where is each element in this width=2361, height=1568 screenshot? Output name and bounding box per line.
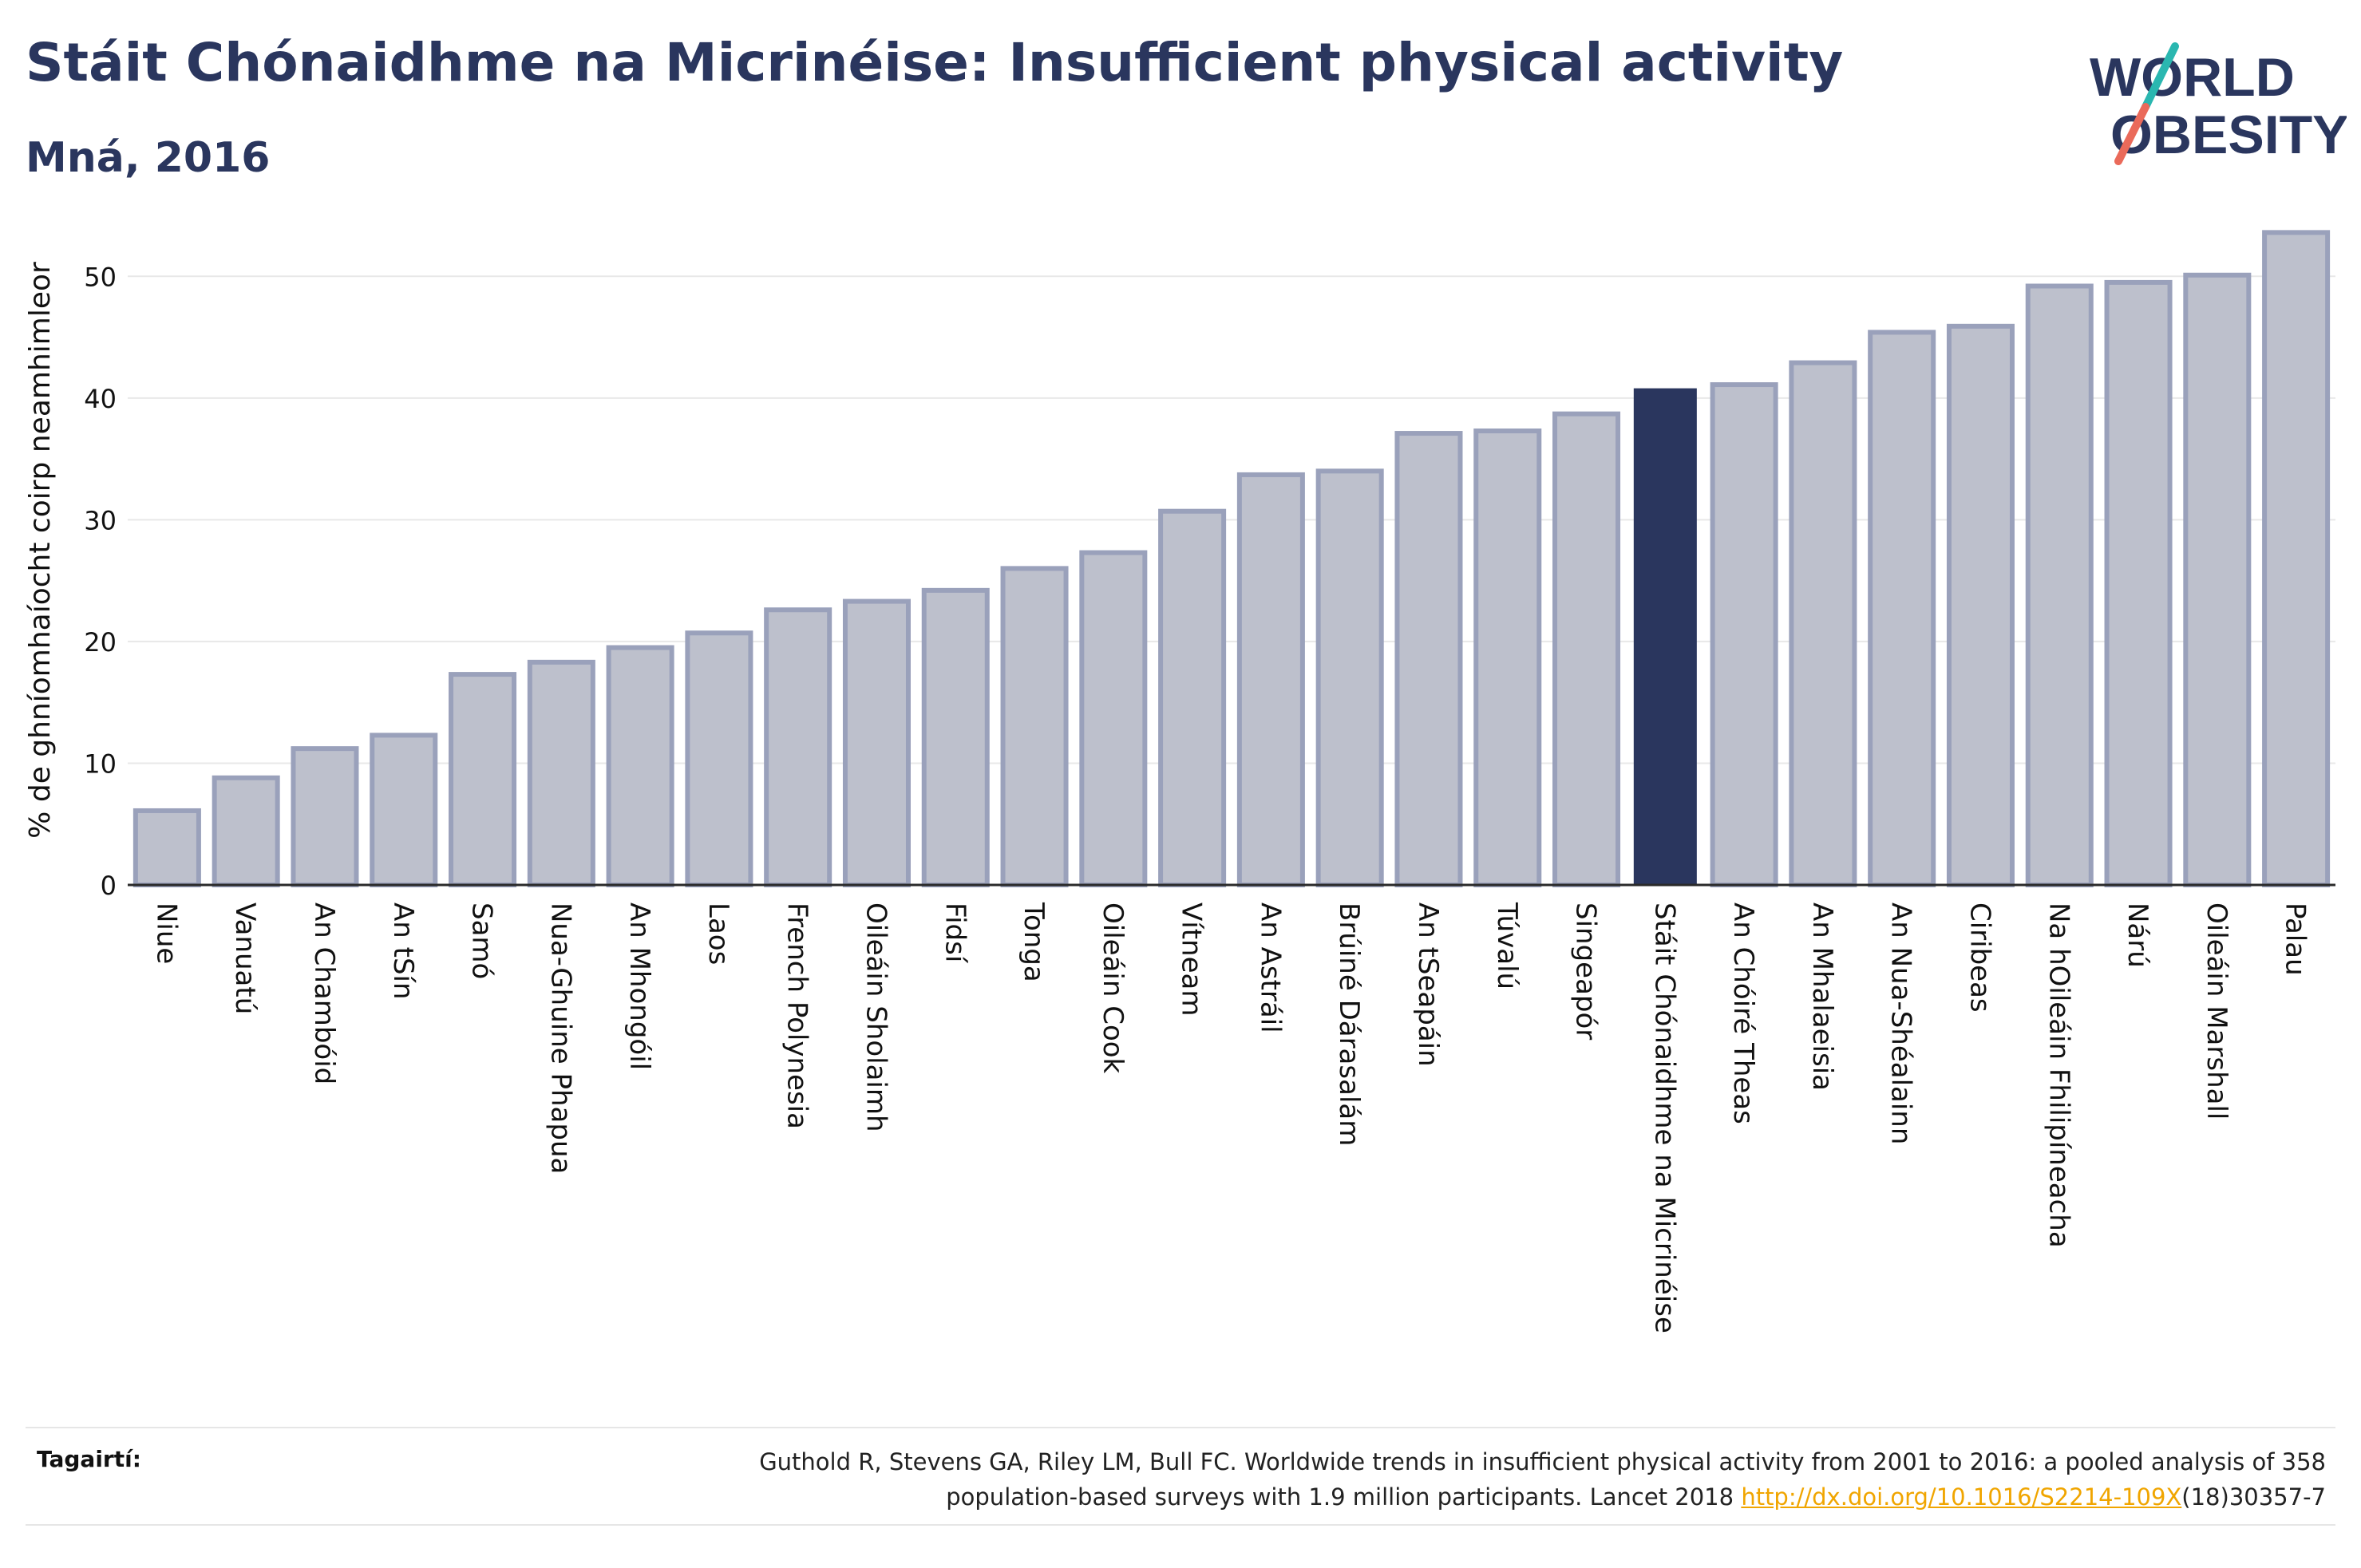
references-line-2: population-based surveys with 1.9 millio… — [946, 1483, 1742, 1511]
x-tick-labels: Niue Vanuatú An Chambóid An tSín Samó Nua-Ghu… — [150, 902, 2311, 1333]
x-tick-label: Nua-Ghuine Phapua — [544, 902, 576, 1174]
x-tick-label: Samó — [466, 902, 498, 979]
x-tick-label: Laos — [702, 902, 734, 965]
x-tick-label: An Mhalaeisia — [1806, 902, 1838, 1091]
x-tick-label: Fidsí — [939, 902, 971, 964]
x-tick-label: Palau — [2280, 902, 2312, 976]
bar-15 — [1236, 472, 1305, 887]
bar-21 — [1710, 382, 1778, 887]
x-tick-label: An Astráil — [1254, 902, 1286, 1033]
y-tick-label: 40 — [84, 384, 117, 414]
bar-11 — [921, 587, 990, 888]
bar-7 — [606, 645, 674, 887]
references-text: Guthold R, Stevens GA, Riley LM, Bull FC… — [490, 1444, 2326, 1515]
footer-divider-top — [26, 1427, 2335, 1428]
logo-slash-teal — [2142, 42, 2179, 111]
references-label: Tagairtí: — [37, 1446, 141, 1472]
world-obesity-logo: WORLD OBESITY — [2090, 42, 2347, 165]
x-tick-label: Oileáin Cook — [1097, 902, 1129, 1074]
x-tick-label: An Chambóid — [308, 902, 340, 1084]
x-tick-label: Na hOileáin Fhilipíneacha — [2043, 902, 2074, 1248]
bar-19 — [1552, 411, 1621, 887]
x-tick-label: Brúiné Dárasalám — [1333, 902, 1365, 1146]
x-tick-label: Oileáin Marshall — [2201, 902, 2232, 1120]
bar-14 — [1158, 508, 1227, 887]
x-tick-label: Tonga — [1018, 902, 1050, 982]
chart-title: Stáit Chónaidhme na Micrinéise: Insuffic… — [26, 32, 1844, 93]
y-tick-label: 50 — [84, 262, 117, 292]
bar-9 — [764, 607, 832, 887]
x-tick-label: Nárú — [2122, 902, 2153, 968]
references-doi-link[interactable]: http://dx.doi.org/10.1016/S2214-109X — [1741, 1483, 2182, 1511]
x-tick-label: An Nua-Shéalainn — [1885, 902, 1917, 1144]
y-tick-label: 30 — [84, 505, 117, 535]
bar-17 — [1394, 431, 1463, 887]
bar-23 — [1868, 330, 1936, 887]
x-tick-label: Túvalú — [1491, 902, 1523, 989]
bar-3 — [291, 746, 359, 888]
y-axis-title: % de ghníomhaíocht coirp neamhimleor — [24, 262, 57, 839]
x-tick-label: An tSeapáin — [1412, 902, 1444, 1067]
x-tick-label: An tSín — [387, 902, 419, 1000]
logo-slash-red — [2114, 103, 2149, 165]
bar-16 — [1315, 468, 1384, 887]
chart-subtitle: Mná, 2016 — [26, 134, 271, 182]
bar-22 — [1789, 360, 1857, 887]
logo-word-2: OBESITY — [2110, 105, 2347, 165]
bars — [132, 230, 2331, 888]
bar-8 — [685, 630, 753, 887]
bar-20 — [1633, 388, 1697, 886]
x-tick-label: An Mhongóil — [623, 902, 655, 1070]
logo-word-1: WORLD — [2090, 47, 2295, 108]
y-tick-label: 10 — [84, 748, 117, 779]
x-tick-label: Vanuatú — [229, 902, 261, 1014]
x-tick-label: Stáit Chónaidhme na Micrinéise — [1648, 902, 1680, 1333]
x-tick-label: French Polynesia — [781, 902, 813, 1129]
y-tick-label: 0 — [101, 871, 117, 901]
references-line-3: (18)30357-7 — [2181, 1483, 2326, 1511]
references-line-1: Guthold R, Stevens GA, Riley LM, Bull FC… — [759, 1448, 2326, 1475]
x-tick-label: An Chóiré Theas — [1727, 902, 1759, 1124]
x-tick-label: Oileáin Sholaimh — [860, 902, 892, 1132]
bar-18 — [1473, 429, 1542, 887]
bar-6 — [527, 659, 595, 887]
y-tick-label: 20 — [84, 627, 117, 658]
bar-4 — [370, 733, 438, 887]
bar-26 — [2104, 279, 2173, 887]
bar-10 — [842, 598, 911, 887]
bar-5 — [449, 672, 517, 887]
bar-12 — [1000, 566, 1069, 888]
y-tick-labels: 0 10 20 30 40 50 — [84, 262, 117, 901]
x-tick-label: Niue — [150, 902, 182, 964]
footer-divider-bottom — [26, 1524, 2335, 1526]
x-tick-label: Singeapór — [1570, 902, 1602, 1040]
x-tick-label: Ciribeas — [1964, 902, 1995, 1013]
bar-25 — [2025, 283, 2094, 887]
x-tick-label: Vítneam — [1176, 902, 1208, 1016]
bar-28 — [2262, 230, 2331, 887]
bar-1 — [132, 808, 201, 887]
bar-2 — [212, 775, 280, 888]
bar-chart: 0 10 20 30 40 50 Niue Vanuatú An Chambóid An tSí… — [24, 230, 2335, 1333]
bar-27 — [2183, 272, 2252, 888]
bar-24 — [1946, 323, 2015, 888]
bar-13 — [1079, 550, 1148, 887]
